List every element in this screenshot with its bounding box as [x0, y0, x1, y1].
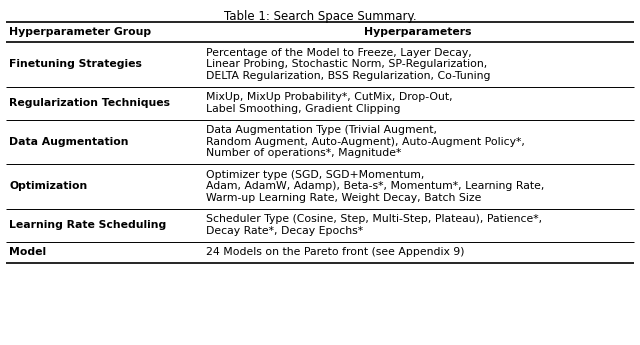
Text: Hyperparameters: Hyperparameters: [364, 27, 471, 37]
Text: Scheduler Type (Cosine, Step, Multi-Step, Plateau), Patience*,: Scheduler Type (Cosine, Step, Multi-Step…: [205, 214, 541, 224]
Text: Finetuning Strategies: Finetuning Strategies: [10, 59, 142, 69]
Text: Table 1: Search Space Summary.: Table 1: Search Space Summary.: [224, 10, 416, 23]
Text: 24 Models on the Pareto front (see Appendix 9): 24 Models on the Pareto front (see Appen…: [205, 247, 464, 257]
Text: Optimization: Optimization: [10, 181, 88, 191]
Text: Learning Rate Scheduling: Learning Rate Scheduling: [10, 220, 166, 230]
Text: Data Augmentation: Data Augmentation: [10, 137, 129, 147]
Text: Percentage of the Model to Freeze, Layer Decay,: Percentage of the Model to Freeze, Layer…: [205, 48, 471, 58]
Text: Adam, AdamW, Adamp), Beta-s*, Momentum*, Learning Rate,: Adam, AdamW, Adamp), Beta-s*, Momentum*,…: [205, 181, 544, 191]
Text: Optimizer type (SGD, SGD+Momentum,: Optimizer type (SGD, SGD+Momentum,: [205, 170, 424, 180]
Text: DELTA Regularization, BSS Regularization, Co-Tuning: DELTA Regularization, BSS Regularization…: [205, 71, 490, 81]
Text: Number of operations*, Magnitude*: Number of operations*, Magnitude*: [205, 148, 401, 158]
Text: Hyperparameter Group: Hyperparameter Group: [10, 27, 152, 37]
Text: Random Augment, Auto-Augment), Auto-Augment Policy*,: Random Augment, Auto-Augment), Auto-Augm…: [205, 137, 524, 147]
Text: Regularization Techniques: Regularization Techniques: [10, 98, 170, 108]
Text: Model: Model: [10, 247, 47, 257]
Text: Decay Rate*, Decay Epochs*: Decay Rate*, Decay Epochs*: [205, 226, 363, 236]
Text: MixUp, MixUp Probability*, CutMix, Drop-Out,: MixUp, MixUp Probability*, CutMix, Drop-…: [205, 92, 452, 102]
Text: Linear Probing, Stochastic Norm, SP-Regularization,: Linear Probing, Stochastic Norm, SP-Regu…: [205, 59, 487, 69]
Text: Warm-up Learning Rate, Weight Decay, Batch Size: Warm-up Learning Rate, Weight Decay, Bat…: [205, 193, 481, 203]
Text: Label Smoothing, Gradient Clipping: Label Smoothing, Gradient Clipping: [205, 104, 400, 114]
Text: Data Augmentation Type (Trivial Augment,: Data Augmentation Type (Trivial Augment,: [205, 125, 436, 135]
